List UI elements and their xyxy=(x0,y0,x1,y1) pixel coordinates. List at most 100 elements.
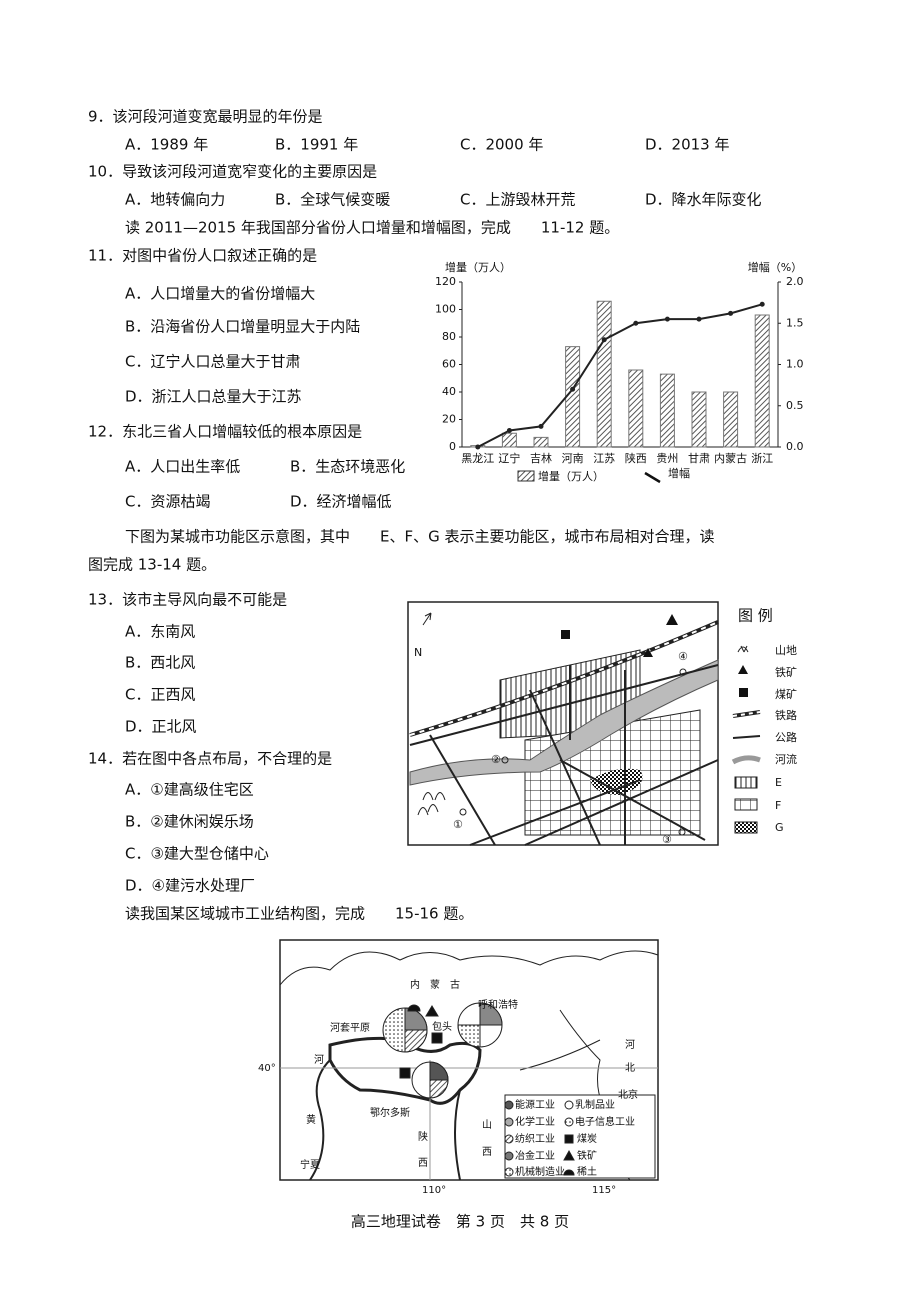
bar xyxy=(628,369,644,448)
y-tick-label: 80 xyxy=(442,330,456,343)
bar xyxy=(691,391,707,448)
x-tick-label: 江苏 xyxy=(593,452,615,465)
map-label: 北京 xyxy=(618,1088,638,1101)
map-label: 山 xyxy=(482,1119,492,1131)
x-tick-label: 贵州 xyxy=(656,452,678,465)
option: C．上游毁林开荒 xyxy=(460,191,575,209)
line-point xyxy=(570,386,576,392)
map-label: 内 蒙 古 xyxy=(410,978,460,991)
line-point xyxy=(759,301,765,307)
legend-title: 图 例 xyxy=(738,607,773,625)
bar xyxy=(659,373,675,448)
y2-tick-label: 0.5 xyxy=(786,399,804,412)
x-tick-label: 吉林 xyxy=(530,451,552,465)
line-point xyxy=(475,444,481,450)
option: D．浙江人口总量大于江苏 xyxy=(125,388,302,406)
option: A．1989 年 xyxy=(125,136,208,154)
map-label: 河 xyxy=(314,1054,324,1066)
option: A．地转偏向力 xyxy=(125,191,225,209)
legend-label: 铁路 xyxy=(775,709,797,722)
x-tick-label: 黑龙江 xyxy=(461,452,494,465)
y2-tick-label: 1.0 xyxy=(786,358,804,371)
option: D．2013 年 xyxy=(645,136,730,154)
option: C．③建大型仓储中心 xyxy=(125,845,269,863)
map-label: 鄂尔多斯 xyxy=(370,1106,410,1119)
option: B．1991 年 xyxy=(275,136,358,154)
option: D．④建污水处理厂 xyxy=(125,877,255,895)
option: A．东南风 xyxy=(125,623,195,641)
legend-label: 增幅 xyxy=(668,466,690,480)
legend-label: 铁矿 xyxy=(775,666,797,679)
question-stem: 11．对图中省份人口叙述正确的是 xyxy=(88,247,317,265)
question-stem: 9．该河段河道变宽最明显的年份是 xyxy=(88,108,323,126)
line-point xyxy=(506,428,512,433)
bar xyxy=(596,300,612,448)
option: A．①建高级住宅区 xyxy=(125,781,254,799)
legend-label: 增量（万人） xyxy=(538,469,604,483)
y-tick-label: 120 xyxy=(435,275,456,288)
map-label: 河 xyxy=(625,1039,635,1051)
line-point xyxy=(538,423,544,429)
map-label: ② xyxy=(491,753,501,766)
city-map xyxy=(407,601,719,846)
map-label: 呼和浩特 xyxy=(478,999,518,1011)
option: A．人口出生率低 xyxy=(125,458,240,476)
map-label: N xyxy=(414,646,422,659)
footer: 高三地理试卷 第 3 页 共 8 页 xyxy=(351,1213,569,1231)
question-stem: 13．该市主导风向最不可能是 xyxy=(88,591,287,609)
legend-label: 煤矿 xyxy=(775,688,797,701)
map-label: 河套平原 xyxy=(330,1021,370,1034)
option: C．辽宁人口总量大于甘肃 xyxy=(125,353,300,371)
line-point xyxy=(601,337,607,343)
bar xyxy=(501,432,517,448)
legend-label: 纺织工业 xyxy=(515,1132,555,1145)
map-label: 陕 xyxy=(418,1130,428,1143)
legend-label: 煤炭 xyxy=(577,1132,597,1145)
x-tick-label: 陕西 xyxy=(625,451,647,465)
legend-label: 公路 xyxy=(775,731,797,744)
y-axis-title: 增量（万人） xyxy=(445,260,511,274)
bar xyxy=(533,436,549,448)
map-label: 宁夏 xyxy=(300,1158,320,1171)
map-label: 北 xyxy=(625,1062,635,1074)
city-legend-symbols xyxy=(731,645,761,834)
line xyxy=(477,303,763,448)
map-label: 西 xyxy=(418,1158,428,1169)
map-label: 黄 xyxy=(306,1113,316,1126)
intro-text: 下图为某城市功能区示意图，其中 E、F、G 表示主要功能区，城市布局相对合理，读 xyxy=(125,528,715,546)
bar xyxy=(723,391,739,448)
legend-label: 化学工业 xyxy=(515,1115,555,1128)
legend-swatch xyxy=(517,470,535,482)
map-label: ③ xyxy=(662,833,672,846)
intro-text: 读我国某区域城市工业结构图，完成 15-16 题。 xyxy=(125,905,473,923)
y2-tick-label: 0.0 xyxy=(786,440,804,453)
legend-label: F xyxy=(775,799,781,812)
map-label: 西 xyxy=(482,1147,492,1158)
question-stem: 12．东北三省人口增幅较低的根本原因是 xyxy=(88,423,362,441)
y2-tick-label: 1.5 xyxy=(786,316,804,329)
option: C．2000 年 xyxy=(460,136,543,154)
option: B．②建休闲娱乐场 xyxy=(125,813,254,831)
y-tick-label: 40 xyxy=(442,385,456,398)
x-tick-label: 辽宁 xyxy=(498,451,520,465)
intro-text: 读 2011—2015 年我国部分省份人口增量和增幅图，完成 11-12 题。 xyxy=(125,219,619,237)
map-label: 115° xyxy=(592,1185,616,1196)
option: B．全球气候变暖 xyxy=(275,191,390,209)
map-label: 40° xyxy=(258,1063,276,1074)
legend-label: 电子信息工业 xyxy=(575,1115,635,1128)
option: D．降水年际变化 xyxy=(645,191,762,209)
option: A．人口增量大的省份增幅大 xyxy=(125,285,315,303)
legend-label: 冶金工业 xyxy=(515,1149,555,1162)
option: B．沿海省份人口增量明显大于内陆 xyxy=(125,318,360,336)
map-label: 110° xyxy=(422,1185,446,1196)
legend-line xyxy=(644,471,661,484)
option: D．正北风 xyxy=(125,718,197,736)
map-label: ① xyxy=(453,818,463,831)
legend-label: E xyxy=(775,776,782,789)
x-tick-label: 河南 xyxy=(562,452,584,465)
y2-axis-title: 增幅（%） xyxy=(748,260,802,274)
y-tick-label: 100 xyxy=(435,303,456,316)
line-point xyxy=(633,320,639,326)
legend-label: 稀土 xyxy=(577,1165,597,1178)
region-map-pies xyxy=(382,1002,503,1099)
